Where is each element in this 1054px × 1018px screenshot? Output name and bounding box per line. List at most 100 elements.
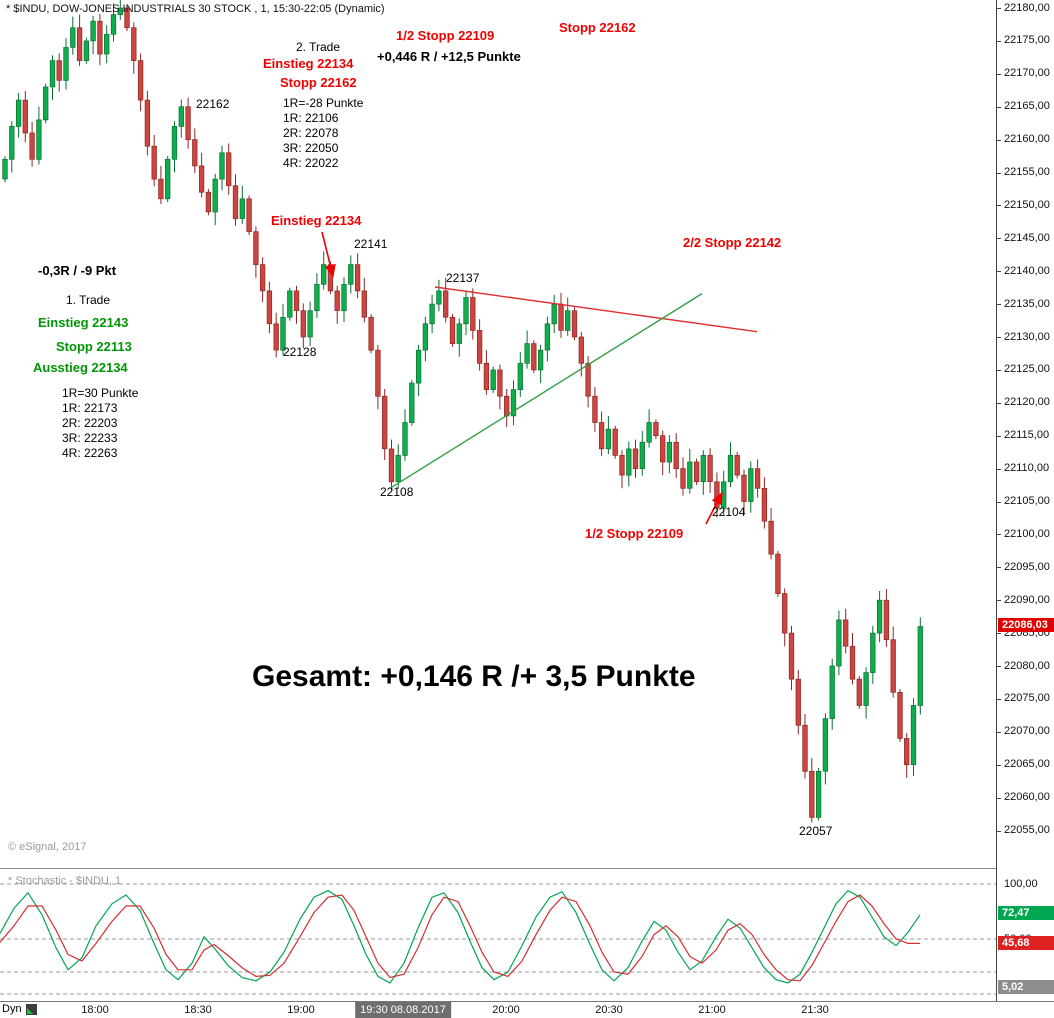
- price-axis-tick: [997, 41, 1001, 42]
- chart-annotation: 4R: 22263: [62, 446, 118, 460]
- price-axis-tick: [997, 173, 1001, 174]
- price-axis-label: 22145,00: [1004, 232, 1050, 244]
- time-axis-tick: 18:00: [81, 1004, 109, 1016]
- chart-annotation: 2R: 22078: [283, 126, 339, 140]
- chart-annotation: Einstieg 22143: [38, 315, 129, 330]
- time-axis[interactable]: 18:00 18:30 19:00 19:30 08.08.2017 20:00 20:3…: [0, 1001, 1054, 1018]
- chart-annotation: 22137: [446, 271, 480, 285]
- price-axis-tick: [997, 140, 1001, 141]
- price-axis-label: 22130,00: [1004, 331, 1050, 343]
- chart-annotation: 1. Trade: [66, 293, 111, 307]
- price-axis-label: 22175,00: [1004, 34, 1050, 46]
- price-axis-label: 22180,00: [1004, 2, 1050, 14]
- price-axis-tick: [997, 534, 1001, 535]
- price-axis-tick: [997, 732, 1001, 733]
- chart-annotation: 22162: [196, 97, 230, 111]
- price-axis-tick: [997, 74, 1001, 75]
- price-chart[interactable]: [0, 0, 996, 868]
- price-axis-label: 22170,00: [1004, 67, 1050, 79]
- chart-annotation: Stopp 22162: [280, 75, 357, 90]
- price-axis[interactable]: 22180,00 22175,00 22170,00 22165,00 22160,00…: [996, 0, 1054, 1001]
- price-axis-label: 22060,00: [1004, 791, 1050, 803]
- panel-divider[interactable]: [0, 868, 1054, 869]
- price-axis-tick: [997, 370, 1001, 371]
- chart-annotation: 4R: 22022: [283, 156, 339, 170]
- trendline: [434, 286, 758, 333]
- time-axis-tick: 19:00: [287, 1004, 315, 1016]
- price-axis-tick: [997, 403, 1001, 404]
- price-axis-tick: [997, 238, 1001, 239]
- chart-annotation: Stopp 22113: [56, 339, 132, 354]
- annotation-arrow: [321, 231, 336, 278]
- chart-annotation: 1R=30 Punkte: [62, 386, 139, 400]
- price-axis-label: 22135,00: [1004, 298, 1050, 310]
- chart-annotation: 2. Trade: [296, 40, 341, 54]
- time-axis-tick: 19:30 08.08.2017: [355, 1002, 451, 1018]
- chart-annotation: 2/2 Stopp 22142: [683, 235, 782, 250]
- price-axis-label: 22070,00: [1004, 725, 1050, 737]
- chart-title: * $INDU, DOW-JONES INDUSTRIALS 30 STOCK …: [6, 3, 385, 15]
- price-axis-tick: [997, 271, 1001, 272]
- copyright-label: © eSignal, 2017: [8, 841, 87, 853]
- stochastic-title: * Stochastic - $INDU, 1: [8, 875, 122, 887]
- chart-annotation: Einstieg 22134: [271, 213, 362, 228]
- price-axis-tick: [997, 798, 1001, 799]
- price-axis-label: 22150,00: [1004, 199, 1050, 211]
- chart-annotation: 22128: [283, 345, 317, 359]
- price-axis-label: 22160,00: [1004, 133, 1050, 145]
- price-axis-tick: [997, 304, 1001, 305]
- chart-annotation: 2R: 22203: [62, 416, 118, 430]
- price-axis-tick: [997, 469, 1001, 470]
- dyn-control[interactable]: Dyn: [2, 1003, 37, 1015]
- price-axis-tick: [997, 436, 1001, 437]
- chart-annotation: 3R: 22050: [283, 141, 339, 155]
- price-axis-label: 22095,00: [1004, 561, 1050, 573]
- chart-annotation: Ausstieg 22134: [33, 360, 128, 375]
- time-axis-tick: 21:30: [801, 1004, 829, 1016]
- annotation-arrow: [705, 491, 723, 525]
- time-axis-tick: 20:30: [595, 1004, 623, 1016]
- stoch-value-badge: 5,02: [998, 980, 1054, 994]
- chart-annotation: Einstieg 22134: [263, 56, 354, 71]
- price-axis-label: 22080,00: [1004, 660, 1050, 672]
- chart-annotation: 1R=-28 Punkte: [283, 96, 364, 110]
- price-axis-label: 22115,00: [1004, 429, 1050, 441]
- price-axis-label: 22055,00: [1004, 824, 1050, 836]
- chart-annotation: 1R: 22173: [62, 401, 118, 415]
- trendline: [389, 293, 703, 489]
- price-axis-tick: [997, 633, 1001, 634]
- stoch-value-badge: 72,47: [998, 906, 1054, 920]
- price-axis-label: 22140,00: [1004, 265, 1050, 277]
- price-axis-tick: [997, 107, 1001, 108]
- price-axis-tick: [997, 666, 1001, 667]
- price-axis-tick: [997, 831, 1001, 832]
- price-axis-label: 22100,00: [1004, 528, 1050, 540]
- price-axis-label: 22120,00: [1004, 396, 1050, 408]
- stochastic-line: [0, 894, 920, 982]
- stoch-value-badge: 45,68: [998, 936, 1054, 950]
- chart-annotation: -0,3R / -9 Pkt: [38, 263, 117, 278]
- chart-annotation: 22057: [799, 824, 833, 838]
- chart-annotation: 1R: 22106: [283, 111, 339, 125]
- price-axis-tick: [997, 765, 1001, 766]
- chart-annotation: 22108: [380, 485, 414, 499]
- chart-annotation: Gesamt: +0,146 R /+ 3,5 Punkte: [252, 660, 696, 693]
- price-axis-label: 22075,00: [1004, 692, 1050, 704]
- price-axis-label: 22165,00: [1004, 100, 1050, 112]
- price-axis-label: 22090,00: [1004, 594, 1050, 606]
- price-axis-tick: [997, 600, 1001, 601]
- chart-annotation: 1/2 Stopp 22109: [396, 28, 495, 43]
- chart-mode-icon[interactable]: [25, 1003, 37, 1015]
- chart-annotation: 22104: [712, 505, 746, 519]
- price-axis-label: 22105,00: [1004, 495, 1050, 507]
- stoch-axis-label: 100,00: [1004, 878, 1038, 890]
- candlestick-series: [2, 0, 923, 823]
- price-axis-label: 22155,00: [1004, 166, 1050, 178]
- last-price-badge: 22086,03: [998, 618, 1054, 632]
- stochastic-line: [0, 889, 921, 984]
- price-axis-tick: [997, 8, 1001, 9]
- price-axis-label: 22065,00: [1004, 758, 1050, 770]
- stochastic-chart[interactable]: [0, 869, 996, 1001]
- chart-annotation: 1/2 Stopp 22109: [585, 526, 684, 541]
